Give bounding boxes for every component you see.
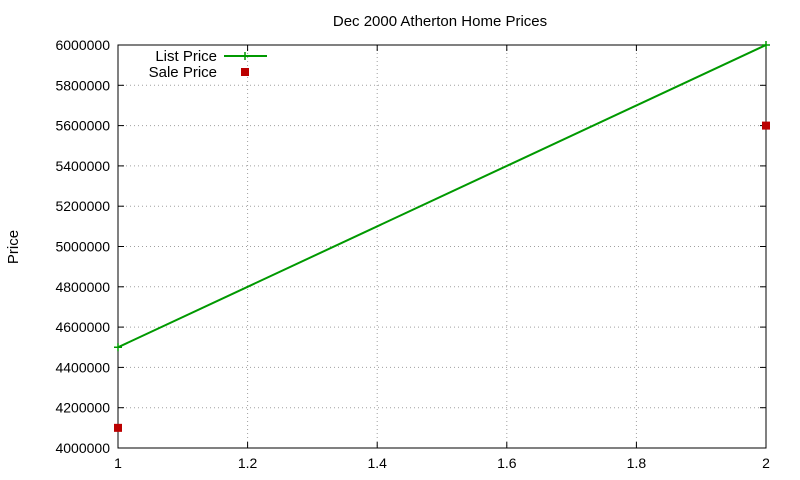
- y-tick-label: 5000000: [55, 239, 110, 255]
- y-tick-label: 4400000: [55, 359, 110, 375]
- data-point-list-price: [114, 343, 122, 352]
- y-tick-label: 6000000: [55, 37, 110, 53]
- grid: [118, 45, 766, 448]
- x-tick-label: 1.4: [367, 455, 387, 471]
- plot-frame: [117, 44, 767, 449]
- legend-marker-sale-price: [241, 68, 249, 76]
- y-tick-label: 5200000: [55, 198, 110, 214]
- y-axis-label: Price: [5, 230, 22, 264]
- chart-title: Dec 2000 Atherton Home Prices: [333, 13, 547, 30]
- y-tick-label: 4800000: [55, 279, 110, 295]
- axis-ticks: 1 1.2 1.4 1.6 1.8 2 4000000 4200000 4400000 46000…: [55, 37, 770, 471]
- data-point-sale-price: [762, 121, 770, 130]
- data-point-sale-price: [114, 423, 122, 432]
- y-tick-label: 5400000: [55, 158, 110, 174]
- x-tick-label: 1.2: [238, 455, 258, 471]
- y-tick-label: 4200000: [55, 400, 110, 416]
- series-layer: [114, 41, 770, 432]
- series-line-list-price: [117, 44, 767, 349]
- legend: List Price Sale Price: [149, 48, 267, 81]
- y-tick-label: 4000000: [55, 440, 110, 456]
- data-point-list-price: [762, 41, 770, 49]
- y-tick-label: 5600000: [55, 118, 110, 134]
- legend-marker-list-price: [241, 52, 249, 60]
- x-tick-label: 1.8: [627, 455, 647, 471]
- x-tick-label: 1: [114, 455, 122, 471]
- y-tick-label: 4600000: [55, 319, 110, 335]
- x-tick-label: 1.6: [497, 455, 517, 471]
- x-tick-label: 2: [762, 455, 770, 471]
- legend-label-sale-price: Sale Price: [149, 64, 217, 81]
- legend-label-list-price: List Price: [155, 48, 217, 65]
- y-tick-label: 5800000: [55, 77, 110, 93]
